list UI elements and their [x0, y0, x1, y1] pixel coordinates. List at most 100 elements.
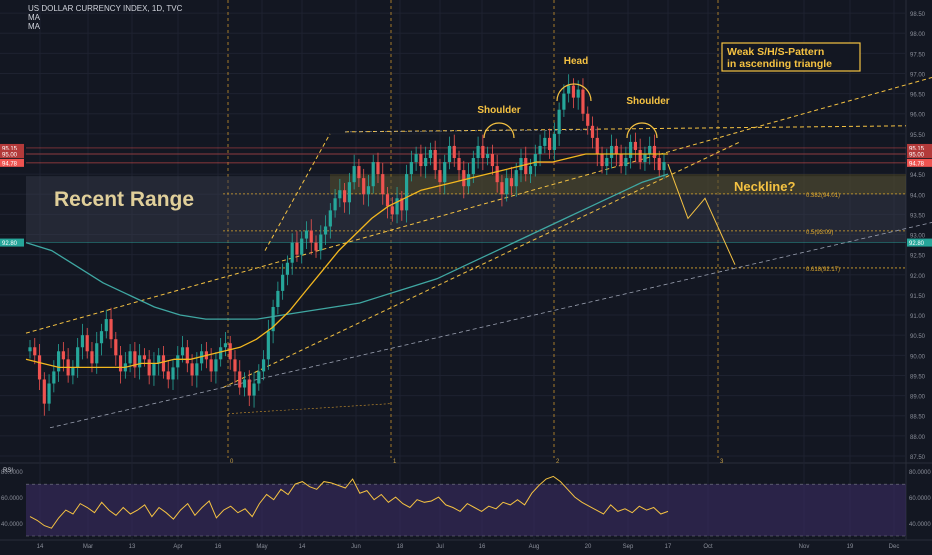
candle — [295, 242, 299, 255]
y-tick-label: 97.00 — [910, 72, 926, 78]
candle — [652, 145, 657, 159]
fib-level-label: 0.5(93.09) — [806, 230, 833, 236]
x-tick-label: 17 — [665, 544, 672, 550]
candle — [638, 149, 642, 163]
fib-level-label: 0.382(94.01) — [806, 193, 840, 199]
rsi-left-tick-label: 40.0000 — [1, 522, 23, 528]
shoulder-left-label: Shoulder — [477, 105, 520, 116]
breakout-arc — [264, 133, 331, 251]
x-tick-label: Jun — [351, 544, 361, 550]
candle — [176, 355, 180, 368]
candle — [552, 133, 556, 150]
candle — [195, 363, 199, 376]
candle — [395, 198, 399, 215]
candle — [114, 339, 118, 356]
y-tick-label: 91.00 — [910, 314, 926, 320]
left-price-label: 95.15 — [2, 146, 18, 152]
candle — [390, 206, 394, 215]
candle — [185, 347, 189, 364]
candle — [333, 198, 337, 211]
candle — [328, 210, 332, 227]
candle — [247, 379, 251, 396]
candle — [85, 335, 89, 352]
price-label: 94.78 — [909, 161, 925, 167]
chart-header: US DOLLAR CURRENCY INDEX, 1D, TVC MA MA — [28, 4, 182, 31]
fib-0382-zone — [330, 174, 906, 195]
candle — [457, 158, 461, 171]
x-tick-label: Apr — [173, 544, 182, 550]
candle — [624, 158, 628, 167]
candle — [586, 113, 590, 126]
candle — [33, 347, 37, 356]
candle — [180, 347, 185, 356]
triangle-resistance — [344, 125, 907, 133]
candle — [428, 149, 433, 159]
fib-time-label: 3 — [720, 459, 724, 465]
price-label-badge — [907, 238, 932, 247]
shoulder-right-label: Shoulder — [626, 96, 669, 107]
candle — [57, 351, 61, 372]
left-price-label: 95.00 — [2, 152, 18, 158]
candle — [319, 234, 323, 251]
candle — [214, 359, 218, 372]
pattern-note-box — [721, 42, 861, 72]
candle — [142, 355, 147, 360]
candle — [276, 290, 280, 307]
candle — [514, 170, 518, 187]
candle — [538, 145, 542, 154]
candle — [547, 137, 552, 150]
price-label-badge — [907, 158, 932, 167]
candle — [42, 379, 46, 404]
y-tick-label: 92.00 — [910, 274, 926, 280]
candle — [571, 85, 576, 98]
price-label: 95.15 — [909, 146, 925, 152]
candle — [500, 182, 504, 195]
candle — [486, 153, 490, 159]
candle — [447, 145, 452, 163]
x-tick-label: Sep — [623, 544, 634, 550]
upper-channel-trendline — [25, 77, 932, 334]
candle — [424, 158, 428, 167]
candle — [524, 158, 528, 175]
candle — [590, 125, 595, 138]
y-tick-label: 94.00 — [910, 193, 926, 199]
candle — [52, 371, 56, 384]
candle — [190, 363, 194, 376]
candle — [352, 166, 356, 183]
candle — [99, 331, 104, 344]
candle — [47, 383, 51, 404]
rsi-label: RSI — [3, 468, 13, 474]
x-tick-label: 14 — [37, 544, 44, 550]
y-tick-label: 93.00 — [910, 234, 926, 240]
x-tick-label: Mar — [83, 544, 93, 550]
x-tick-label: Dec — [889, 544, 900, 550]
candle — [471, 158, 475, 175]
rsi-tick-label: 40.0000 — [909, 522, 931, 528]
indicator-ma-1[interactable]: MA — [28, 13, 40, 22]
rsi-tick-label: 80.0000 — [909, 470, 931, 476]
candle — [404, 174, 409, 211]
candle — [233, 359, 237, 372]
candle — [200, 351, 204, 364]
candle — [438, 170, 442, 183]
candle — [323, 226, 328, 235]
candle — [576, 89, 580, 98]
y-tick-label: 96.00 — [910, 113, 926, 119]
candle — [304, 230, 309, 239]
candle — [76, 347, 80, 368]
indicator-ma-2[interactable]: MA — [28, 22, 40, 31]
ma-slow-line — [25, 173, 669, 320]
x-tick-label: 14 — [299, 544, 306, 550]
fib-time-label: 1 — [393, 459, 397, 465]
candle — [567, 85, 571, 94]
candle — [171, 367, 175, 380]
candle — [133, 351, 137, 368]
candle — [61, 351, 65, 360]
candle — [619, 153, 623, 167]
left-price-label: 92.80 — [2, 241, 18, 247]
price-label: 95.00 — [909, 152, 925, 158]
candle — [338, 190, 342, 199]
candle — [228, 343, 232, 360]
